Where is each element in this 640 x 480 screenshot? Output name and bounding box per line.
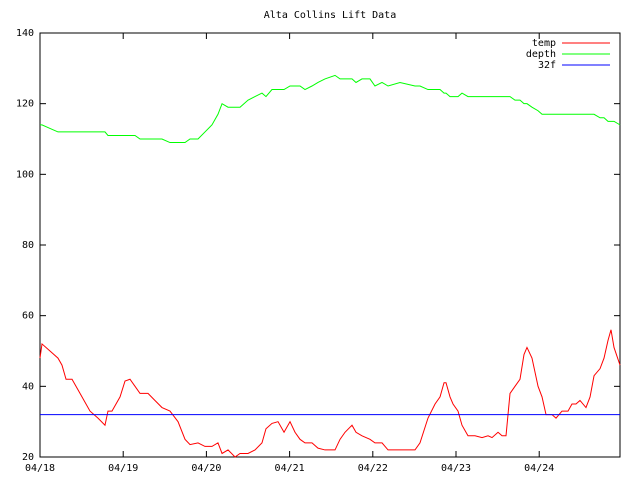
- legend-label: depth: [526, 49, 556, 60]
- y-tick-label: 40: [22, 381, 34, 392]
- y-tick-label: 20: [22, 452, 34, 463]
- y-tick-label: 80: [22, 240, 34, 251]
- y-tick-label: 100: [16, 169, 34, 180]
- y-tick-label: 120: [16, 99, 34, 110]
- data-line: [39, 329, 621, 458]
- x-tick-label: 04/21: [275, 463, 305, 474]
- y-tick-label: 140: [16, 28, 34, 39]
- legend-label: temp: [532, 38, 556, 49]
- x-tick-label: 04/22: [358, 463, 388, 474]
- x-tick-label: 04/18: [25, 463, 55, 474]
- x-tick-label: 04/24: [524, 463, 554, 474]
- x-tick-label: 04/23: [441, 463, 471, 474]
- x-tick-label: 04/19: [108, 463, 138, 474]
- chart-title: Alta Collins Lift Data: [264, 10, 396, 21]
- x-tick-label: 04/20: [191, 463, 221, 474]
- legend-label: 32f: [538, 60, 556, 71]
- data-line: [40, 74, 621, 144]
- y-tick-label: 60: [22, 311, 34, 322]
